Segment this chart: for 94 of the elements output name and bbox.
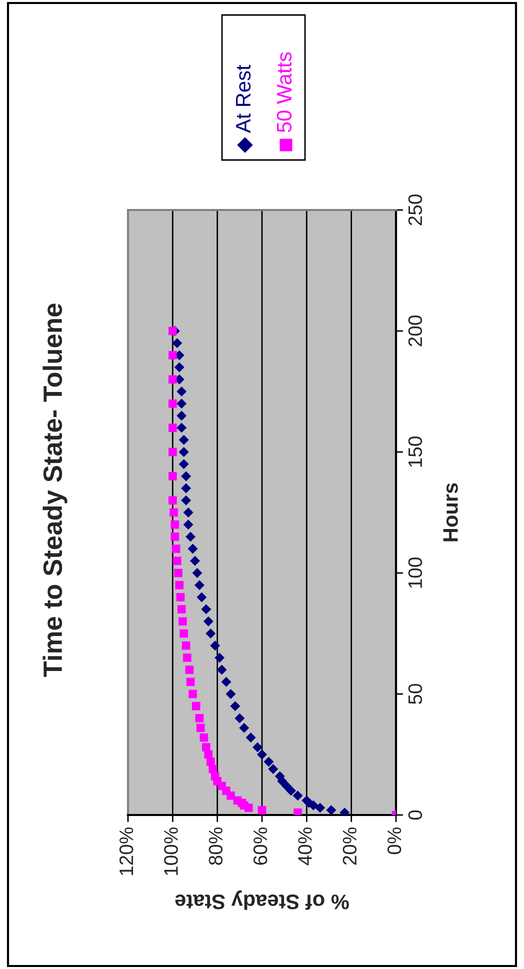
point [210,772,220,780]
point [239,722,250,733]
point [195,714,204,722]
point [302,795,312,806]
point [264,756,274,767]
point [206,758,215,766]
x-tick-label: 60% [253,827,268,865]
x-tick-label: 0% [387,827,402,854]
point [181,495,192,506]
point [274,771,285,782]
y-tick-label: 100 [408,558,422,588]
point [183,520,194,530]
point [188,690,197,698]
point [200,733,208,742]
y-tick-label: 250 [408,194,422,226]
point [315,802,326,813]
x-tick-label: 80% [208,827,223,865]
point [188,544,198,554]
point [168,399,177,408]
point [194,580,204,590]
point [203,616,214,626]
point [178,459,189,470]
point [221,676,232,687]
point [176,593,185,602]
point [186,678,195,686]
point [256,749,268,760]
point [258,806,266,814]
point [168,375,177,384]
point [216,664,227,675]
x-tick-label: 100% [164,827,178,876]
text: 50 Watts [276,52,292,132]
point [178,617,187,626]
point [246,732,256,743]
point [178,446,189,458]
point [206,628,216,639]
point [168,351,177,360]
point [326,805,336,815]
point [174,568,182,578]
point [192,568,202,578]
point [185,666,194,674]
x-axis-title: % of Steady State [175,890,349,910]
y-axis-title: Hours [443,483,458,542]
x-tick-label: 40% [298,827,312,866]
point [174,362,184,372]
point [170,532,180,541]
point [196,724,205,732]
point [294,808,302,815]
point [170,508,178,517]
point [168,472,177,480]
point [292,790,303,801]
point [176,386,187,397]
point [168,496,177,505]
point [181,483,192,494]
point [202,743,210,752]
point [172,338,182,348]
point [268,764,278,774]
y-tick-label: 50 [408,684,422,704]
x-tick-label: 120% [119,827,134,876]
y-tick-label: 200 [408,316,422,346]
point [186,532,196,542]
point [172,544,180,553]
point [180,629,188,638]
point [183,507,194,518]
x-tick-label: 20% [342,827,357,865]
point [234,713,245,724]
point [177,605,186,614]
point [182,641,190,650]
point [168,448,177,456]
point [201,604,212,614]
point [176,422,187,433]
point [192,702,200,710]
point [226,688,236,700]
point [168,424,177,432]
y-tick-label: 0 [408,810,422,820]
point [214,652,225,663]
point [230,701,240,712]
text: Time to Steady State- Toluene [42,304,68,677]
point [190,556,200,566]
point [282,780,292,791]
point [183,654,192,662]
point [252,742,263,752]
point [210,640,220,651]
point [196,592,207,602]
point [286,786,296,796]
text: At Rest [236,64,251,133]
y-tick-label: 150 [408,436,422,467]
point [176,410,187,421]
point [172,556,182,566]
point [170,520,180,529]
point [175,580,184,590]
point [168,326,177,336]
point [176,398,187,409]
point [178,434,189,445]
point [181,471,192,482]
